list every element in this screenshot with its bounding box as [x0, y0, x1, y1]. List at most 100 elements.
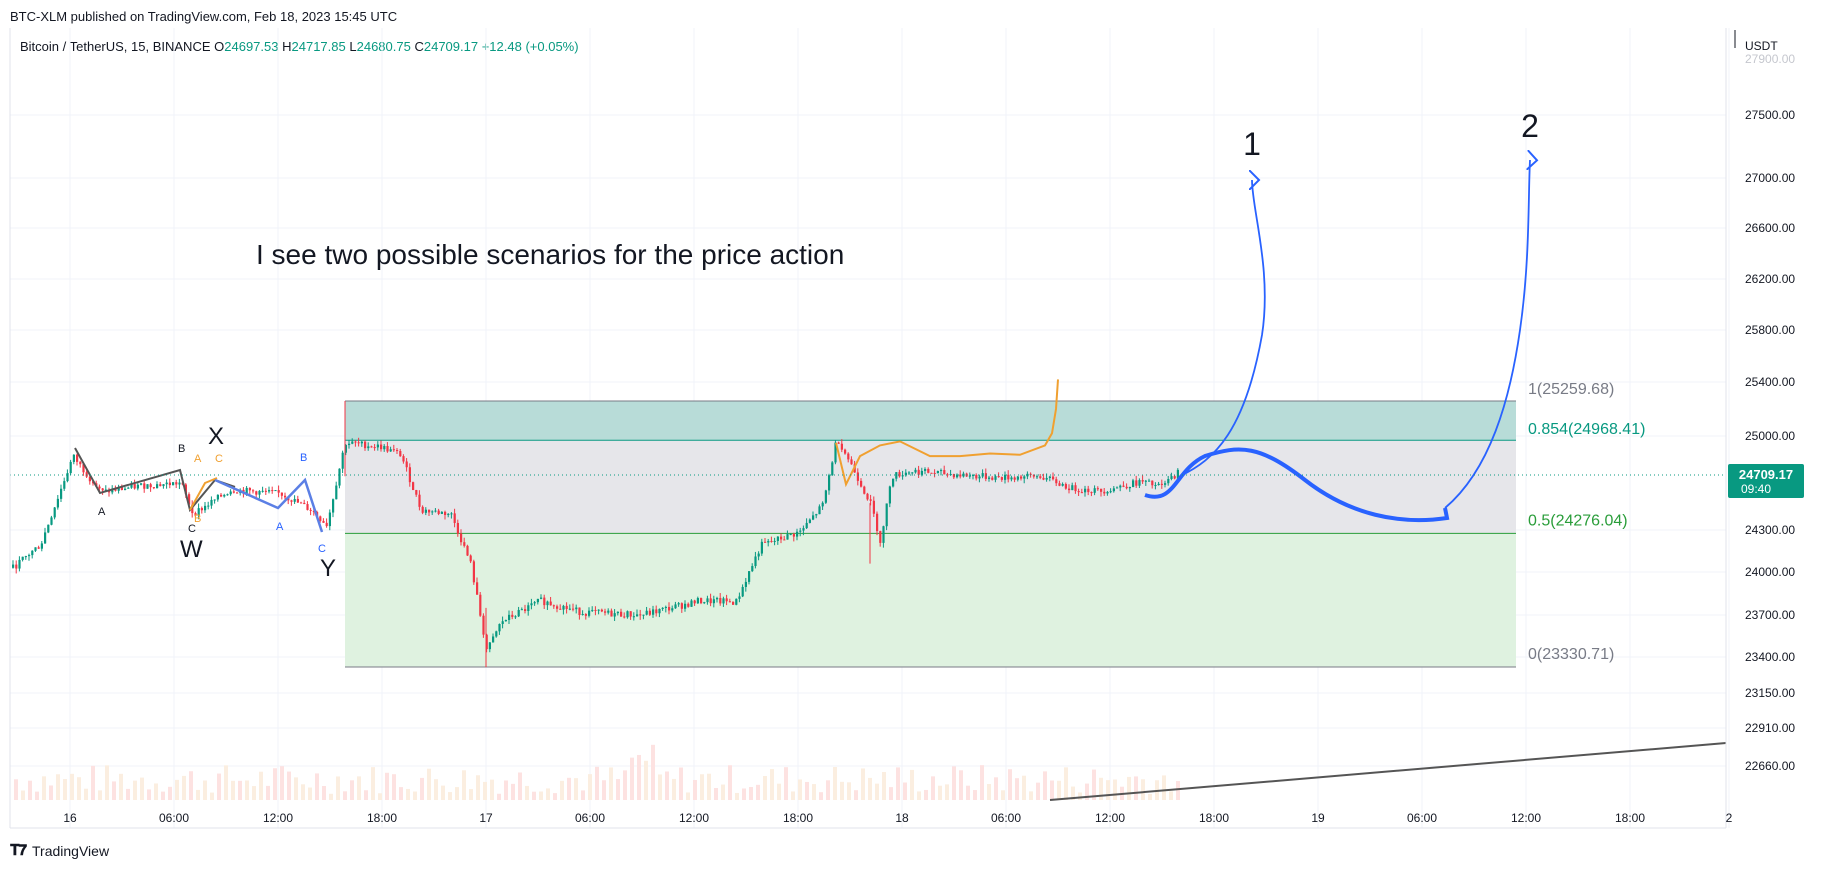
- volume-bar: [679, 767, 683, 800]
- volume-bar: [959, 770, 963, 800]
- x-tick-label: 12:00: [1095, 811, 1125, 825]
- candle-body: [325, 522, 328, 527]
- volume-bar: [931, 776, 935, 800]
- candle-body: [901, 475, 904, 477]
- candle-body: [82, 464, 85, 473]
- candle-body: [66, 473, 69, 482]
- candle-body: [114, 489, 117, 491]
- candle-body: [50, 517, 53, 525]
- candle-body: [994, 476, 997, 480]
- candle-body: [1029, 473, 1032, 475]
- candle-body: [991, 477, 994, 480]
- volume-bar: [1043, 771, 1047, 800]
- volume-bar: [427, 768, 431, 800]
- candle-body: [709, 598, 712, 604]
- volume-bar: [819, 792, 823, 800]
- candle-body: [604, 611, 607, 613]
- volume-bar: [658, 774, 662, 800]
- volume-bar: [217, 773, 221, 800]
- candle-body: [533, 602, 536, 604]
- candle-body: [520, 609, 523, 611]
- y-tick-label-partial: 27900.00: [1745, 52, 1795, 66]
- orange-projection: [835, 379, 1059, 488]
- candle-body: [248, 487, 251, 491]
- volume-bar: [441, 785, 445, 800]
- candle-body: [818, 506, 821, 515]
- candle-body: [764, 541, 767, 543]
- volume-bar: [126, 788, 130, 800]
- candle-body: [972, 474, 975, 476]
- candle-body: [876, 513, 879, 532]
- candle-body: [130, 484, 133, 488]
- fib-zone-bottom: [345, 533, 1516, 667]
- candle-body: [1093, 488, 1096, 493]
- volume-bar: [1029, 791, 1033, 800]
- candle-body: [844, 449, 847, 454]
- candle-body: [578, 607, 581, 616]
- volume-bar: [532, 791, 536, 800]
- currency-label: USDT: [1745, 39, 1778, 53]
- volume-bar: [1078, 792, 1082, 800]
- volume-bar: [1064, 767, 1068, 800]
- volume-bar: [140, 777, 144, 800]
- wave-label-small: B: [300, 452, 307, 464]
- volume-bar: [343, 791, 347, 800]
- volume-bar: [924, 789, 928, 800]
- candle-body: [956, 474, 959, 478]
- candle-body: [946, 474, 949, 476]
- candle-body: [21, 556, 24, 560]
- volume-bar: [406, 788, 410, 800]
- volume-bar: [21, 790, 25, 800]
- candle-body: [277, 490, 280, 493]
- candle-body: [1103, 491, 1106, 494]
- candle-body: [840, 443, 843, 450]
- candle-body: [927, 468, 930, 473]
- y-tick-label: 23400.00: [1745, 650, 1795, 664]
- chart-labels: 1(25259.68) 0.854(24968.41) 0.5(24276.04) 0…: [98, 108, 1645, 663]
- volume-bar: [693, 779, 697, 800]
- candle-body: [264, 490, 267, 492]
- candle-body: [399, 451, 402, 457]
- volume-bar: [273, 768, 277, 800]
- candle-body: [799, 530, 802, 532]
- candle-body: [1074, 485, 1077, 492]
- x-tick-label: 17: [479, 811, 493, 825]
- candle-body: [210, 499, 213, 506]
- y-tick-label: 22660.00: [1745, 759, 1795, 773]
- volume-bar: [70, 773, 74, 800]
- candle-body: [959, 474, 962, 477]
- volume-bar: [35, 791, 39, 800]
- volume-bar: [63, 779, 67, 800]
- candle-body: [421, 506, 424, 513]
- y-tick-label: 26200.00: [1745, 272, 1795, 286]
- volume-bar: [392, 774, 396, 800]
- candle-body: [159, 484, 162, 487]
- volume-bar: [1162, 775, 1166, 800]
- candle-body: [693, 600, 696, 604]
- volume-bar: [357, 776, 361, 800]
- candle-body: [786, 534, 789, 540]
- volume-bar: [322, 785, 326, 800]
- candle-body: [405, 461, 408, 468]
- volume-bar: [728, 765, 732, 800]
- candle-body: [111, 489, 114, 493]
- volume-bar: [371, 767, 375, 800]
- annotation-text: I see two possible scenarios for the pri…: [256, 239, 844, 270]
- candle-body: [469, 555, 472, 562]
- low-value: 24680.75: [356, 39, 411, 54]
- candle-body: [984, 473, 987, 479]
- volume-bar: [868, 777, 872, 800]
- y-tick-label: 24300.00: [1745, 523, 1795, 537]
- candle-body: [725, 598, 728, 602]
- candle-body: [1167, 479, 1170, 484]
- candle-body: [511, 614, 514, 617]
- candle-body: [431, 511, 434, 513]
- candle-body: [600, 609, 603, 612]
- candle-body: [885, 503, 888, 527]
- volume-bar: [917, 791, 921, 800]
- candle-body: [364, 441, 367, 449]
- candle-body: [354, 441, 357, 443]
- volume-bar: [1127, 776, 1131, 800]
- volume-bar: [364, 790, 368, 800]
